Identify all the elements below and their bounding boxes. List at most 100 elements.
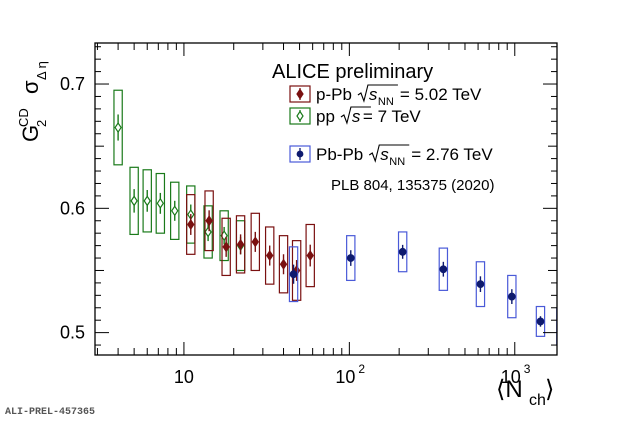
legend-box (289, 85, 311, 103)
data-point (476, 280, 485, 289)
x-tick-label: 10 (174, 367, 194, 387)
systematic-box (221, 217, 231, 277)
svg-text:G: G (18, 125, 43, 142)
systematic-box (535, 305, 546, 337)
data-point (156, 197, 165, 209)
data-point (143, 195, 151, 207)
data-layer (113, 89, 582, 355)
systematic-box (346, 235, 356, 282)
systematic-box (305, 223, 315, 288)
legend-label: pp (316, 107, 335, 126)
legend-sqrt-var: s (380, 145, 389, 164)
data-point (171, 205, 179, 217)
x-axis-title: ⟨N ch ⟩ (496, 376, 554, 409)
systematic-box (288, 246, 299, 303)
data-point (346, 254, 355, 262)
data-point (187, 218, 195, 231)
systematic-box (204, 190, 214, 252)
systematic-box (397, 231, 408, 273)
legend-sqrt-var: s (352, 107, 361, 126)
legend-entry-2: Pb-Pb s NN = 2.76 TeV (289, 144, 493, 168)
data-point (265, 249, 274, 262)
y-tick-label: 0.6 (60, 198, 85, 218)
legend-sqrt-sub: NN (389, 156, 405, 168)
systematic-box (475, 261, 486, 308)
data-point (574, 333, 581, 340)
legend-marker (296, 88, 304, 100)
data-point (114, 121, 122, 134)
systematic-box (250, 212, 261, 272)
systematic-box (556, 307, 557, 346)
x-axis-label-sub: ch (529, 392, 546, 409)
data-point (204, 226, 212, 238)
systematic-box (264, 226, 275, 285)
y-axis-label-g: G (18, 125, 43, 142)
x-tick-label-exponent: 2 (358, 362, 365, 376)
systematic-box (219, 210, 229, 262)
data-point (289, 270, 298, 279)
legend-sqrt-sub: NN (378, 96, 394, 108)
x-axis-label-close: ⟩ (545, 376, 554, 403)
systematic-box (507, 274, 517, 319)
legend-marker (296, 150, 304, 158)
legend-box (289, 145, 311, 163)
systematic-box (170, 181, 180, 240)
y-tick-label: 0.7 (60, 74, 85, 94)
y-axis-label-sup: CD (16, 108, 31, 127)
legend-sqrt-var: s (369, 85, 378, 104)
x-tick-label: 10 (335, 367, 355, 387)
series-2 (288, 231, 582, 355)
systematic-box (129, 166, 139, 236)
systematic-box (142, 169, 152, 233)
series-1 (186, 190, 315, 301)
legend-label: Pb-Pb (316, 145, 363, 164)
systematic-box (574, 318, 582, 355)
y-axis-label-sub: 2 (34, 120, 49, 127)
data-point (306, 249, 314, 262)
y-tick-label: 0.5 (60, 323, 85, 343)
systematic-box (155, 172, 166, 234)
data-point (205, 215, 213, 227)
legend-energy: = 7 TeV (363, 107, 421, 126)
legend-reference: PLB 804, 135375 (2020) (331, 177, 494, 194)
axis-layer: 10 10 2 10 30.50.60.7 (60, 43, 557, 387)
svg-text:⟨N: ⟨N (496, 376, 523, 403)
y-axis-title: G CD 2 σ Δ η (16, 61, 49, 142)
data-point (398, 247, 407, 256)
systematic-box (278, 235, 289, 294)
data-point (556, 326, 557, 327)
legend-marker (296, 110, 304, 122)
data-point (279, 258, 288, 270)
data-point (236, 238, 245, 250)
systematic-box (235, 215, 246, 274)
x-tick-label: 10 (501, 367, 521, 387)
legend-entry-1: p-Pb s NN = 5.02 TeV (289, 84, 482, 108)
systematic-box (203, 205, 213, 259)
data-point (222, 241, 230, 253)
y-axis-label-sigma-sub: Δ η (34, 61, 49, 80)
sqrt-symbol (340, 106, 371, 125)
legend-title: ALICE preliminary (272, 61, 433, 83)
data-point (536, 317, 545, 326)
legend-energy: = 2.76 TeV (411, 145, 493, 164)
legend-entry-0: pp s = 7 TeV (289, 106, 421, 126)
x-axis-label-open: ⟨N (496, 376, 523, 403)
systematic-box (438, 247, 449, 291)
legend-box (289, 107, 311, 125)
legend-energy: = 5.02 TeV (400, 85, 482, 104)
data-point (251, 236, 260, 248)
y-axis-label-sigma: σ (18, 80, 43, 94)
data-point (439, 265, 448, 274)
watermark: ALI-PREL-457365 (5, 407, 95, 418)
sqrt-symbol (368, 144, 410, 163)
x-tick-label-exponent: 3 (524, 362, 531, 376)
systematic-box (113, 89, 123, 166)
sqrt-symbol (357, 84, 398, 103)
data-point (130, 195, 138, 207)
data-point (507, 292, 516, 301)
systematic-box (186, 194, 196, 255)
legend-label: p-Pb (316, 85, 352, 104)
plot-frame (94, 42, 558, 356)
